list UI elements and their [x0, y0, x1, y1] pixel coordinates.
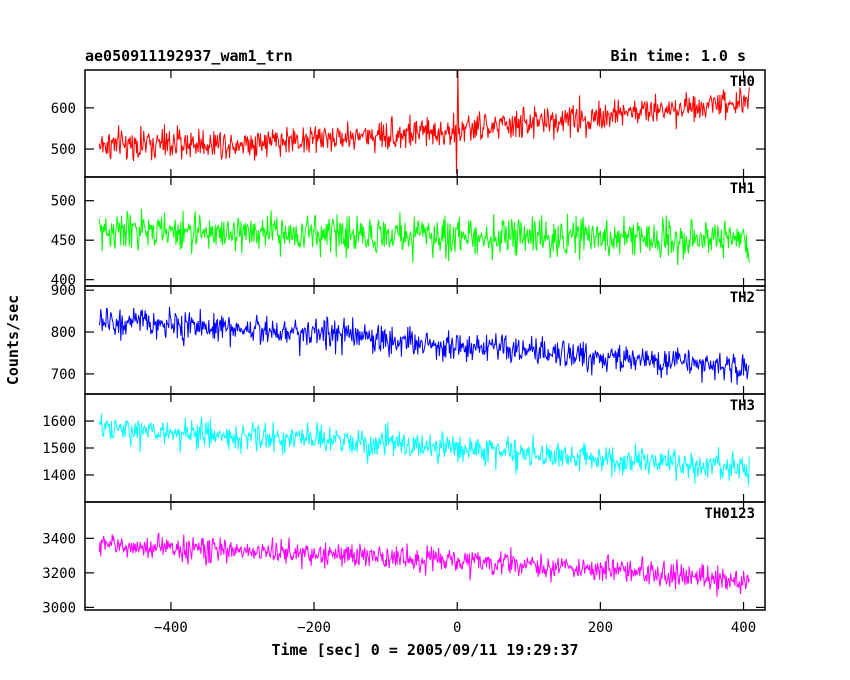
x-tick-label: −200	[297, 620, 331, 636]
series-line-th2	[98, 306, 750, 385]
y-tick-label: 800	[51, 325, 76, 341]
series-line-th1	[98, 208, 750, 266]
panel-th0123: 3000 3200 3400 TH0123	[42, 501, 766, 616]
x-tick-label: 0	[453, 620, 461, 636]
y-tick-label: 1400	[42, 468, 76, 484]
y-tick-label: 600	[51, 101, 76, 117]
y-tick-label: 3000	[42, 600, 76, 616]
panel-label-th0123: TH0123	[704, 506, 755, 522]
panel-frame	[84, 285, 766, 395]
panel-th2: 700 800 900 TH2	[51, 283, 766, 395]
series-line-th0123	[98, 532, 750, 597]
bin-time-label: Bin time: 1.0 s	[611, 47, 746, 65]
y-tick-label: 450	[51, 233, 76, 249]
x-axis-label: Time [sec] 0 = 2005/09/11 19:29:37	[271, 641, 578, 659]
panel-label-th1: TH1	[730, 181, 755, 197]
panel-th1: 400 450 500 TH1	[51, 176, 766, 289]
x-axis: −400 −200 0 200 400	[154, 620, 756, 636]
y-tick-label: 900	[51, 283, 76, 299]
panel-th3: 1400 1500 1600 TH3	[42, 393, 766, 503]
x-tick-label: −400	[154, 620, 188, 636]
panels-group: 500 600 TH0 400 450 500 TH1 700 800 900 TH2 1400 150…	[42, 69, 766, 616]
x-tick-label: 400	[731, 620, 756, 636]
panel-frame	[84, 69, 766, 178]
panel-label-th2: TH2	[730, 290, 755, 306]
panel-label-th3: TH3	[730, 398, 755, 414]
x-tick-label: 200	[588, 620, 613, 636]
y-tick-label: 1500	[42, 441, 76, 457]
y-tick-label: 500	[51, 142, 76, 158]
panel-th0: 500 600 TH0	[51, 69, 766, 178]
y-tick-label: 400	[51, 273, 76, 289]
chart-title: ae050911192937_wam1_trn	[85, 47, 293, 65]
y-tick-label: 500	[51, 194, 76, 210]
series-line-th0	[98, 70, 750, 174]
y-tick-label: 700	[51, 367, 76, 383]
y-tick-label: 3200	[42, 566, 76, 582]
y-tick-label: 1600	[42, 414, 76, 430]
series-line-th3	[98, 413, 750, 486]
panel-frame	[84, 501, 766, 611]
y-axis-label: Counts/sec	[4, 295, 22, 385]
panel-label-th0: TH0	[730, 74, 755, 90]
y-tick-label: 3400	[42, 531, 76, 547]
